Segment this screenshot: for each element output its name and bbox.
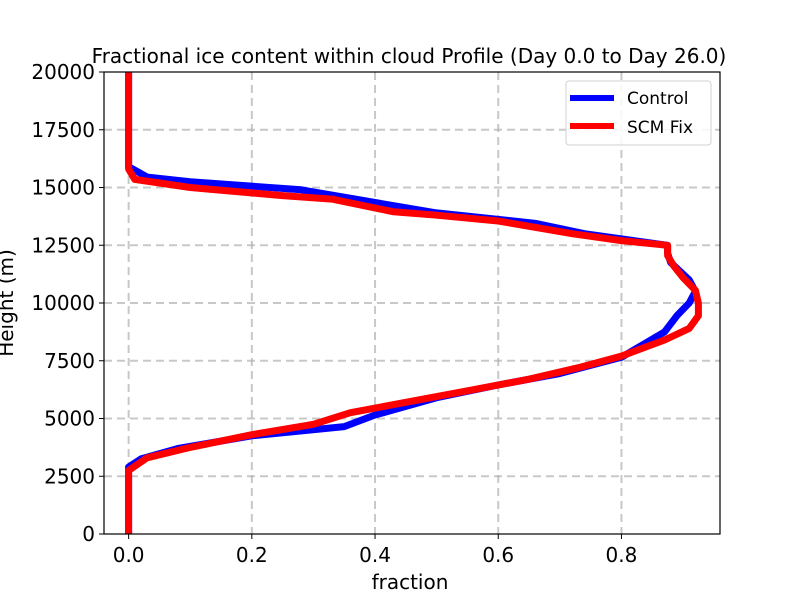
- x-axis-label: fraction: [372, 570, 449, 594]
- legend-item-control: Control: [570, 89, 688, 109]
- x-tick-label: 0.8: [606, 543, 638, 567]
- y-tick-label: 7500: [44, 349, 95, 373]
- y-tick-label: 17500: [31, 118, 95, 142]
- legend-label-scm-fix: SCM Fix: [627, 118, 693, 138]
- legend: Control SCM Fix: [565, 80, 712, 146]
- series-layer: [125, 72, 702, 534]
- plot-area: 0.0 0.2 0.4 0.6 0.8 0 2500 5000 7500 10000 12500 15…: [31, 60, 721, 567]
- legend-label-control: Control: [627, 89, 688, 109]
- y-axis-label: Height (m): [0, 249, 18, 357]
- y-tick-label: 20000: [31, 60, 95, 84]
- y-tick-label: 0: [82, 522, 95, 546]
- axis-ticks: 0.0 0.2 0.4 0.6 0.8 0 2500 5000 7500 10000 12500 15…: [31, 60, 637, 567]
- y-tick-label: 5000: [44, 407, 95, 431]
- y-tick-label: 12500: [31, 233, 95, 257]
- y-tick-label: 15000: [31, 176, 95, 200]
- legend-item-scm-fix: SCM Fix: [570, 118, 693, 138]
- series-line-scm-fix: [125, 72, 702, 534]
- x-tick-label: 0.0: [113, 543, 145, 567]
- chart-title: Fractional ice content within cloud Prof…: [92, 44, 727, 68]
- x-tick-label: 0.2: [236, 543, 268, 567]
- y-tick-label: 2500: [44, 464, 95, 488]
- x-tick-label: 0.4: [359, 543, 391, 567]
- y-tick-label: 10000: [31, 291, 95, 315]
- x-tick-label: 0.6: [482, 543, 514, 567]
